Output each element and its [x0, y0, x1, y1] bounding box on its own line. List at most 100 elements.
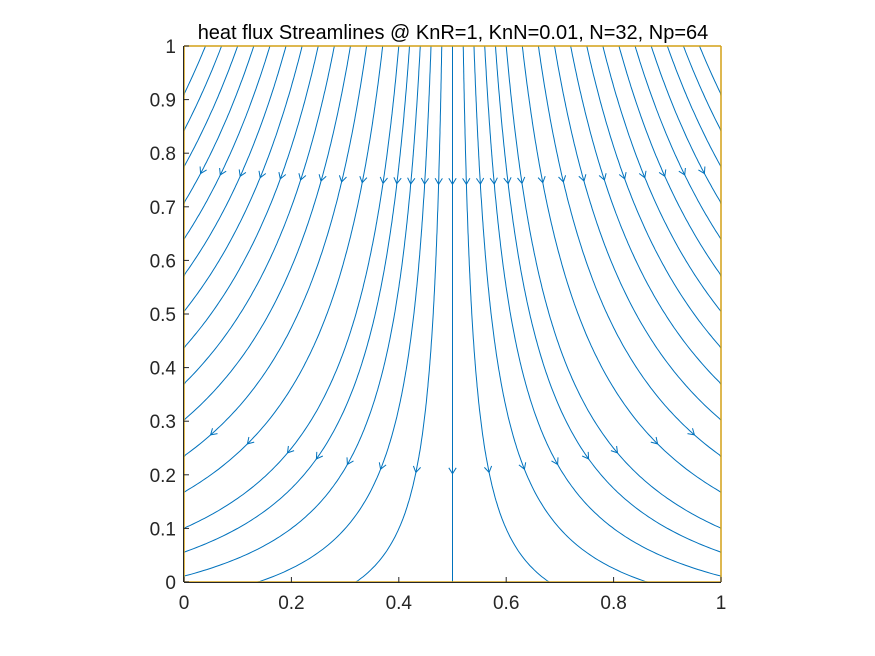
y-tick-label: 0.1: [150, 519, 176, 540]
y-tick-label: 0.4: [150, 359, 177, 380]
x-tick-label: 0: [179, 593, 190, 614]
streamline-arrowhead: [462, 177, 471, 186]
streamline-arrowhead: [687, 428, 696, 436]
streamline: [257, 45, 432, 583]
streamline: [183, 45, 223, 132]
streamline-arrowhead: [318, 174, 327, 183]
streamline-arrowhead: [448, 178, 457, 186]
x-axis-ticks: 0 0.2 0.4 0.6 0.8 1: [179, 577, 727, 614]
streamline-arrowhead: [658, 169, 667, 178]
streamline: [521, 45, 722, 493]
streamline-arrowhead: [503, 177, 512, 185]
streamline: [682, 45, 722, 132]
streamline-arrowhead: [698, 166, 706, 175]
streamline-arrowhead: [286, 445, 295, 454]
streamline: [602, 45, 722, 312]
y-tick-label: 0.9: [150, 91, 176, 112]
y-tick-label: 0.7: [150, 198, 176, 219]
streamline: [462, 45, 550, 583]
streamline-arrowhead: [581, 451, 590, 460]
streamline-arrowhead: [551, 457, 559, 466]
streamline-arrowhead: [638, 170, 647, 179]
streamline: [634, 45, 722, 240]
streamline: [183, 45, 319, 349]
streamline-arrowhead: [420, 177, 430, 186]
y-tick-label: 0: [165, 573, 176, 594]
streamline: [554, 45, 722, 421]
x-tick-label: 1: [716, 593, 727, 614]
x-tick-label: 0.8: [600, 593, 626, 614]
streamline-arrowhead: [258, 170, 267, 179]
streamline: [183, 45, 206, 97]
streamline-arrowhead: [346, 457, 354, 466]
streamline: [183, 45, 287, 277]
y-tick-label: 0.6: [150, 251, 176, 272]
streamline-arrowhead: [610, 445, 619, 454]
streamline: [183, 45, 239, 170]
streamline: [355, 45, 443, 583]
y-tick-label: 0.5: [150, 305, 176, 326]
streamline: [183, 45, 368, 458]
x-tick-label: 0.6: [493, 593, 519, 614]
y-axis-ticks: 0 0.1 0.2 0.3 0.4 0.5 0.6 0.7 0.8 0.9 1: [150, 37, 189, 594]
streamline: [473, 45, 648, 583]
streamline-arrowhead: [238, 169, 247, 178]
streamline-arrowhead: [448, 467, 457, 475]
streamline-arrowhead: [434, 177, 443, 186]
streamline-arrowhead: [298, 173, 307, 181]
streamline: [484, 45, 722, 578]
chart-title: heat flux Streamlines @ KnR=1, KnN=0.01,…: [198, 22, 709, 44]
x-tick-label: 0.2: [278, 593, 304, 614]
streamline: [570, 45, 722, 385]
streamline-arrowhead: [209, 428, 218, 436]
streamline: [183, 45, 303, 312]
streamline-arrowhead: [379, 176, 388, 185]
streamline-arrowhead: [412, 465, 421, 474]
streamline-arrowhead: [199, 166, 207, 175]
streamline-arrowhead: [407, 177, 416, 185]
y-tick-label: 0.3: [150, 412, 176, 433]
streamline-arrowhead: [578, 174, 587, 183]
streamline: [586, 45, 722, 349]
streamline: [183, 45, 271, 240]
streamline-arrowhead: [618, 171, 627, 180]
streamline: [505, 45, 722, 530]
arrowheads-layer: [199, 166, 706, 475]
streamline-arrowhead: [558, 175, 567, 183]
streamline-arrowhead: [219, 167, 227, 176]
y-tick-label: 0.8: [150, 144, 176, 165]
streamline-arrowhead: [678, 167, 686, 176]
streamline: [537, 45, 722, 458]
streamline: [650, 45, 722, 205]
streamline-arrowhead: [489, 177, 498, 185]
streamline-arrowhead: [650, 436, 659, 445]
streamline-arrowhead: [517, 176, 526, 185]
streamline: [618, 45, 722, 277]
streamline-arrowhead: [359, 176, 368, 184]
streamline-arrowhead: [484, 465, 493, 474]
streamline: [183, 45, 335, 385]
streamline: [183, 45, 351, 421]
y-tick-label: 1: [165, 37, 176, 58]
streamline-arrowhead: [475, 177, 485, 186]
streamline-arrowhead: [338, 175, 347, 183]
x-tick-label: 0.4: [386, 593, 413, 614]
streamline-arrowhead: [246, 436, 255, 445]
streamline: [183, 45, 400, 530]
streamline: [183, 45, 384, 493]
streamline: [183, 45, 255, 205]
streamline-arrowhead: [378, 462, 387, 471]
streamline: [495, 45, 722, 554]
streamline: [183, 45, 410, 554]
streamline-arrowhead: [537, 176, 546, 184]
streamline-arrowhead: [315, 451, 324, 460]
streamline-arrowhead: [518, 462, 527, 471]
y-tick-label: 0.2: [150, 466, 176, 487]
streamlines-layer: [183, 45, 722, 583]
streamline-arrowhead: [598, 173, 607, 181]
streamline: [666, 45, 722, 170]
streamline: [183, 45, 421, 578]
streamline-arrowhead: [278, 171, 287, 180]
